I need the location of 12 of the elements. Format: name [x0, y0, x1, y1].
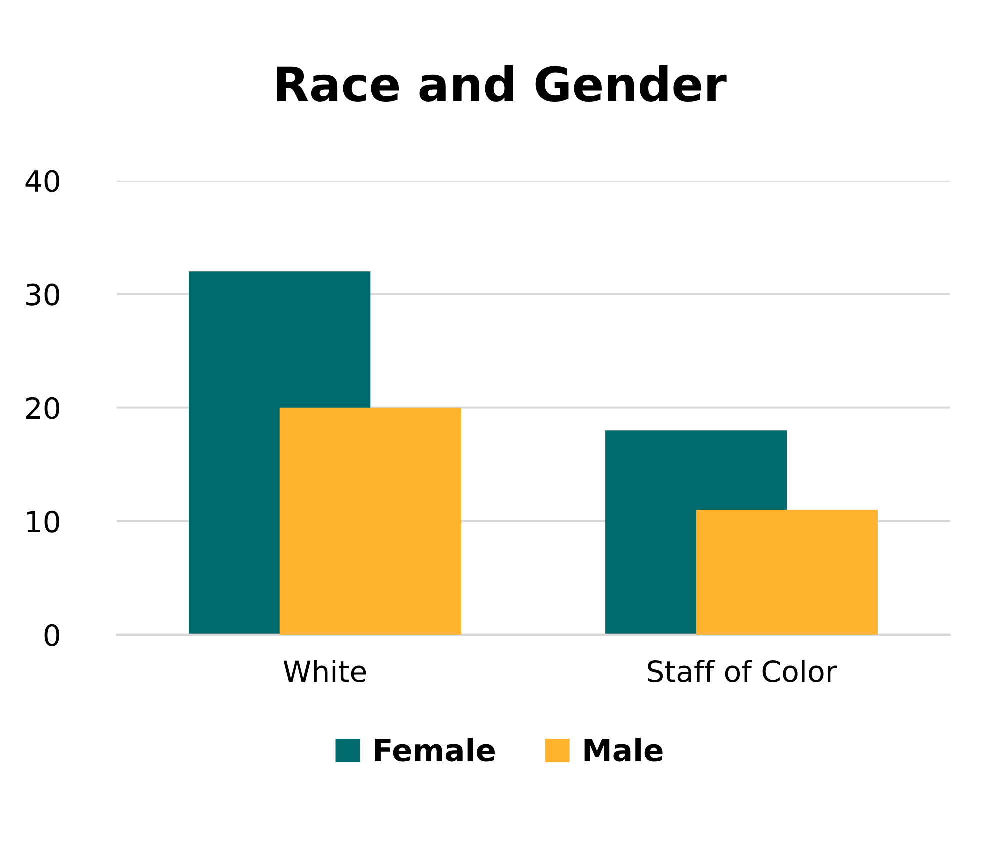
bar [280, 408, 462, 635]
legend-label: Male [584, 738, 663, 762]
chart-title: Race and Gender [277, 65, 727, 102]
legend-label: Female [375, 738, 495, 762]
y-tick-label: 20 [26, 397, 60, 420]
x-tick-label: Staff of Color [648, 660, 838, 683]
y-tick-label: 30 [26, 284, 60, 306]
y-tick-label: 0 [44, 624, 60, 646]
y-tick-label: 40 [26, 170, 60, 192]
x-tick-label: White [284, 660, 366, 683]
y-tick-label: 10 [28, 510, 60, 533]
bar [696, 510, 878, 635]
